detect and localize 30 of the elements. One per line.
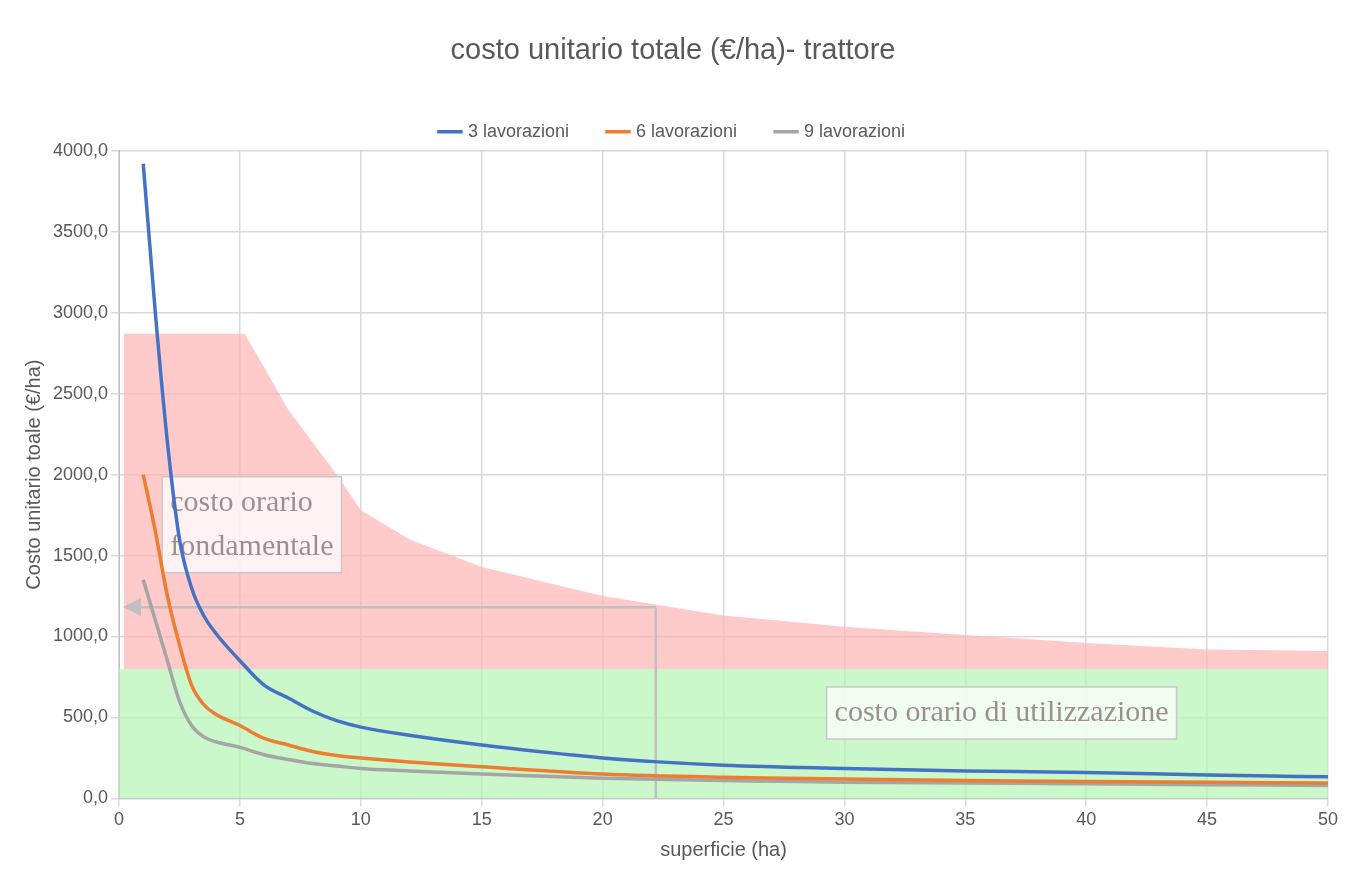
x-tick-label: 15 [471, 809, 492, 830]
legend-label: 6 lavorazioni [635, 120, 738, 141]
line-series [141, 472, 1328, 785]
x-tick-label: 35 [955, 809, 976, 830]
legend-label: 3 lavorazioni [467, 120, 569, 141]
line-series [141, 578, 1328, 788]
y-tick-label: 3000,0 [52, 301, 109, 322]
x-tick-label: 10 [350, 809, 371, 830]
y-tick-label: 2000,0 [52, 463, 109, 484]
x-tick-label: 20 [592, 809, 613, 830]
line-series [141, 162, 1328, 779]
y-tick-label: 0,0 [83, 787, 109, 808]
y-tick-label: 3500,0 [52, 220, 109, 241]
y-tick-label: 1000,0 [52, 625, 109, 646]
chart-title: costo unitario totale (€/ha)- trattore [450, 33, 896, 66]
x-tick-label: 45 [1197, 809, 1218, 830]
x-tick-label: 25 [713, 809, 734, 830]
x-tick-label: 30 [834, 809, 855, 830]
x-axis-title: superficie (ha) [660, 837, 787, 860]
x-tick-label: 5 [234, 809, 245, 830]
band-label: costo orario di utilizzazione [834, 693, 1169, 727]
y-axis-title: Costo unitario toale (€/ha) [21, 359, 44, 590]
y-tick-label: 500,0 [63, 706, 109, 727]
x-tick-label: 0 [114, 809, 125, 830]
legend-label: 9 lavorazioni [804, 120, 906, 141]
y-tick-label: 4000,0 [52, 139, 109, 160]
x-tick-label: 40 [1076, 809, 1097, 830]
y-tick-label: 1500,0 [52, 544, 109, 565]
y-tick-label: 2500,0 [52, 382, 109, 403]
x-tick-label: 50 [1317, 809, 1339, 830]
